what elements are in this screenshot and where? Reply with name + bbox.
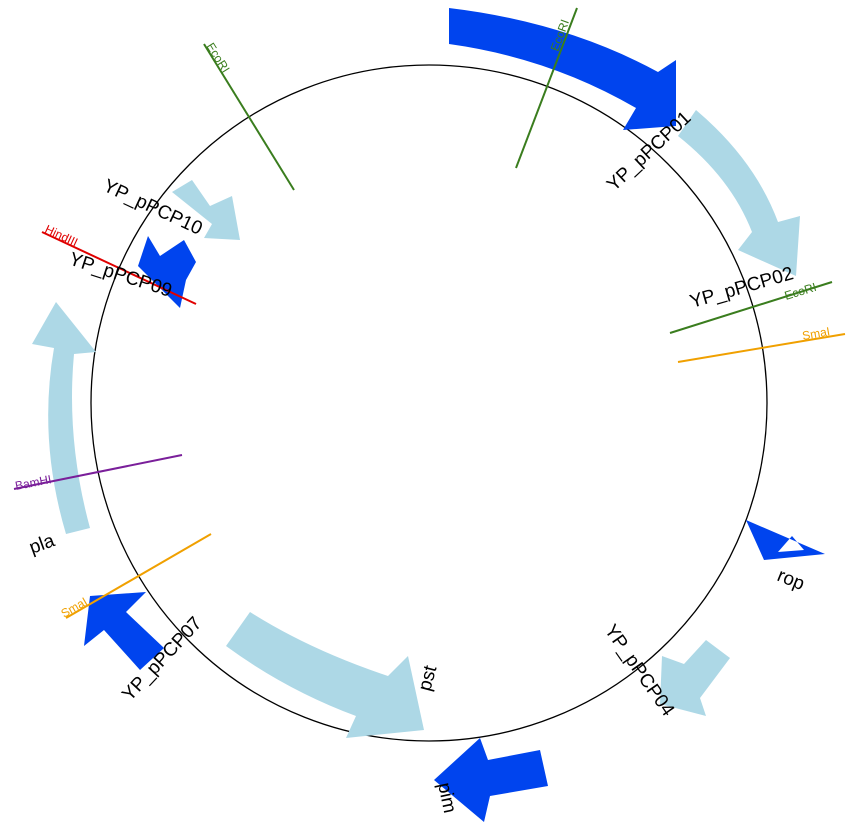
feature-arrow-yp-ppcp09: [138, 236, 196, 308]
site-line-ecori-3: [203, 43, 295, 191]
feature-arrows: [32, 8, 825, 822]
restriction-sites: [13, 7, 846, 619]
feature-arrow-rop: [746, 520, 825, 560]
feature-arrow-pla: [32, 302, 96, 534]
site-line-ecori-1: [515, 7, 578, 169]
site-line-ecori-2: [669, 281, 833, 334]
site-line-smai-2: [65, 533, 212, 619]
feature-arrow-yp-ppcp01: [449, 8, 676, 130]
restriction-site-labels: EcoRI EcoRI SmaI BamHI SmaI HindIII EcoR…: [14, 18, 831, 621]
feature-label-pst: pst: [415, 663, 442, 694]
site-line-smai-1: [677, 333, 846, 363]
site-line-hindiii: [41, 231, 197, 305]
feature-arrow-yp-ppcp02: [678, 110, 800, 276]
feature-label-pla: pla: [27, 530, 58, 559]
feature-label-rop: rop: [774, 565, 807, 595]
feature-arrow-yp-ppcp07: [84, 592, 164, 670]
plasmid-backbone: [90, 64, 768, 742]
feature-arrow-yp-ppcp04: [660, 640, 730, 716]
feature-label-yp-ppcp02: YP_pPCP02: [688, 263, 796, 313]
site-label-ecori-3: EcoRI: [203, 40, 232, 75]
site-label-hindiii: HindIII: [43, 222, 80, 249]
site-label-bamhi: BamHI: [14, 472, 53, 493]
feature-arrow-yp-ppcp10: [172, 180, 240, 240]
feature-arrow-pim: [434, 738, 548, 822]
site-line-bamhi: [13, 454, 183, 490]
feature-arrow-pst: [226, 612, 424, 738]
site-label-smai-2: SmaI: [59, 594, 90, 620]
site-label-smai-1: SmaI: [801, 324, 831, 343]
